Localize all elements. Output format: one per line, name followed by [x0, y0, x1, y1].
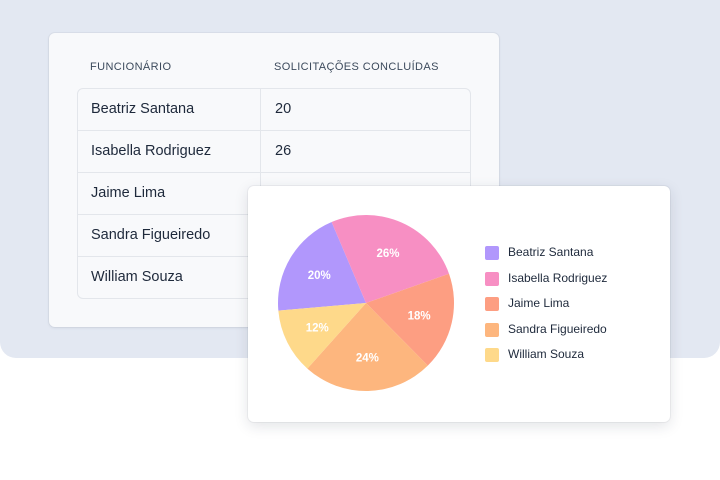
- legend-swatch: [485, 322, 499, 337]
- legend-label: Jaime Lima: [508, 296, 570, 311]
- employee-name-cell: Beatriz Santana: [91, 101, 195, 117]
- legend-label: William Souza: [508, 347, 585, 362]
- table-header: FUNCIONÁRIO SOLICITAÇÕES CONCLUÍDAS: [49, 33, 499, 89]
- legend-swatch: [485, 246, 499, 260]
- legend-label: Sandra Figueiredo: [508, 321, 607, 336]
- legend-label: Isabella Rodriguez: [508, 270, 608, 285]
- pie-slice-sandra-figueiredo[interactable]: [307, 303, 428, 391]
- legend-swatch: [485, 297, 499, 312]
- slice-percent-label: 26%: [377, 248, 400, 260]
- employee-name-cell: William Souza: [91, 269, 183, 285]
- pie-slice-jaime-lima[interactable]: [366, 273, 454, 366]
- table-row[interactable]: Beatriz Santana 20: [78, 89, 470, 131]
- completed-count-cell: 26: [275, 143, 292, 159]
- table-row[interactable]: Isabella Rodriguez 26: [78, 131, 470, 173]
- slice-percent-label: 12%: [306, 322, 329, 334]
- table-row[interactable]: William Souza: [78, 257, 470, 298]
- pie-chart: 20% 26% 18% 24% 12%: [278, 215, 454, 391]
- slice-percent-label: 24%: [356, 353, 379, 365]
- pie-slice-isabella-rodriguez[interactable]: [331, 215, 450, 303]
- slice-percent-label: 20%: [308, 270, 331, 282]
- legend-swatch: [485, 348, 499, 363]
- employee-name-cell: Jaime Lima: [91, 185, 166, 201]
- completed-count-cell: 20: [275, 101, 292, 117]
- pie-slice-william-souza[interactable]: [278, 303, 366, 369]
- legend-label: Beatriz Santana: [508, 245, 594, 259]
- pie-slice-beatriz-santana[interactable]: [278, 221, 366, 311]
- slice-percent-label: 18%: [408, 310, 431, 322]
- column-header-employee: FUNCIONÁRIO: [90, 61, 172, 73]
- column-header-completed-requests: SOLICITAÇÕES CONCLUÍDAS: [274, 61, 439, 73]
- legend-swatch: [485, 271, 499, 286]
- pie-chart-card: 20% 26% 18% 24% 12% Beatriz Santana Isabella …: [248, 186, 670, 422]
- employee-name-cell: Isabella Rodriguez: [91, 143, 212, 159]
- employee-name-cell: Sandra Figueiredo: [91, 227, 211, 243]
